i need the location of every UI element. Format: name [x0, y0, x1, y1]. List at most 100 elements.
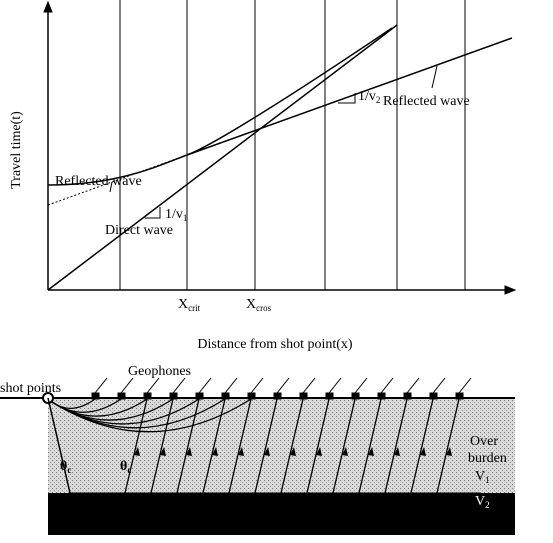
reflected-ray [51, 398, 252, 433]
arrow [504, 285, 517, 295]
marker-label: Xcrit [178, 297, 201, 313]
layer-label: Over [470, 434, 498, 449]
geophone [325, 392, 334, 400]
curve-label: Reflected wave [55, 174, 142, 189]
geophone-label: Geophones [128, 364, 191, 379]
geophone-lead [406, 377, 420, 394]
geophone-lead [302, 377, 316, 394]
marker-sub: crit [188, 303, 200, 313]
angle-base: θ [120, 459, 127, 474]
geophone-lead [354, 377, 368, 394]
angle-base: θ [60, 459, 67, 474]
slope-mark [338, 93, 356, 104]
curve-label: Direct wave [105, 223, 173, 238]
geophone [91, 392, 100, 400]
ray [47, 397, 71, 494]
layer-label: burden [468, 451, 507, 466]
arrow [160, 447, 166, 456]
velocity-sub: 2 [485, 500, 490, 510]
reflected-wave [47, 27, 393, 186]
refracted-ray [410, 398, 434, 494]
arrow [446, 447, 452, 456]
refracted-wave [186, 37, 513, 156]
arrow [238, 447, 244, 456]
velocity-base: V [475, 469, 485, 484]
arrow [431, 65, 438, 89]
refracted-ray [124, 398, 148, 494]
geophone [169, 392, 178, 400]
refracted-extension [47, 154, 188, 206]
arrow [342, 447, 348, 456]
y-axis-label: Travel time(t) [9, 111, 24, 189]
velocity-base: V [475, 494, 485, 509]
refracted-ray [384, 398, 408, 494]
slope-label: 1/v2 [358, 89, 380, 105]
geophone [143, 392, 152, 400]
geophone-lead [146, 377, 160, 394]
angle-sub: c [127, 465, 131, 475]
marker-base: X [178, 297, 188, 312]
refracted-ray [358, 398, 382, 494]
geophone-lead [250, 377, 264, 394]
travel-time-plot [43, 0, 517, 295]
geophone-lead [458, 377, 472, 394]
arrow [134, 447, 140, 456]
geophone [117, 392, 126, 400]
arrow [290, 447, 296, 456]
geophone-lead [276, 377, 290, 394]
slope-mark [145, 207, 161, 219]
slope-sub: 1 [183, 213, 188, 223]
refracted-ray [436, 398, 460, 494]
angle-label: θc [60, 459, 71, 475]
geophone-lead [328, 377, 342, 394]
bedrock [48, 493, 515, 535]
arrow [394, 447, 400, 456]
arrow [264, 447, 270, 456]
geophone-lead [172, 377, 186, 394]
refracted-ray [228, 398, 252, 494]
geophone-lead [198, 377, 212, 394]
angle-label: θc [120, 459, 131, 475]
angle-sub: c [67, 465, 71, 475]
velocity-label: V1 [475, 469, 490, 485]
velocity-sub: 1 [485, 475, 490, 485]
shot-label: shot points [0, 381, 61, 396]
geophone [377, 392, 386, 400]
refracted-ray [280, 398, 304, 494]
geophone-lines [119, 0, 466, 290]
slope-sub: 2 [376, 95, 381, 105]
direct-wave [47, 24, 398, 291]
geophone-lead [380, 377, 394, 394]
marker-label: Xcros [246, 297, 272, 313]
overburden [48, 398, 515, 493]
curve-label: Reflected wave [383, 94, 470, 109]
geophone [455, 392, 464, 400]
geophone-lead [94, 377, 108, 394]
geophone [403, 392, 412, 400]
geophone [299, 392, 308, 400]
geophone [221, 392, 230, 400]
geophone-lead [224, 377, 238, 394]
cross-section [0, 377, 515, 535]
marker-sub: cros [256, 303, 271, 313]
refracted-ray [332, 398, 356, 494]
arrow [43, 0, 53, 13]
geophone-lead [432, 377, 446, 394]
geophone [273, 392, 282, 400]
arrow [186, 447, 192, 456]
slope-label: 1/v1 [165, 207, 187, 223]
geophone [247, 392, 256, 400]
slope-base: 1/v [358, 89, 376, 104]
arrow [109, 181, 113, 193]
refracted-ray [254, 398, 278, 494]
refracted-ray [306, 398, 330, 494]
geophone-lead [120, 377, 134, 394]
geophone [351, 392, 360, 400]
arrow [316, 447, 322, 456]
marker-base: X [246, 297, 256, 312]
geophone [195, 392, 204, 400]
slope-base: 1/v [165, 207, 183, 222]
arrow [420, 447, 426, 456]
x-axis-label: Distance from shot point(x) [197, 337, 352, 352]
